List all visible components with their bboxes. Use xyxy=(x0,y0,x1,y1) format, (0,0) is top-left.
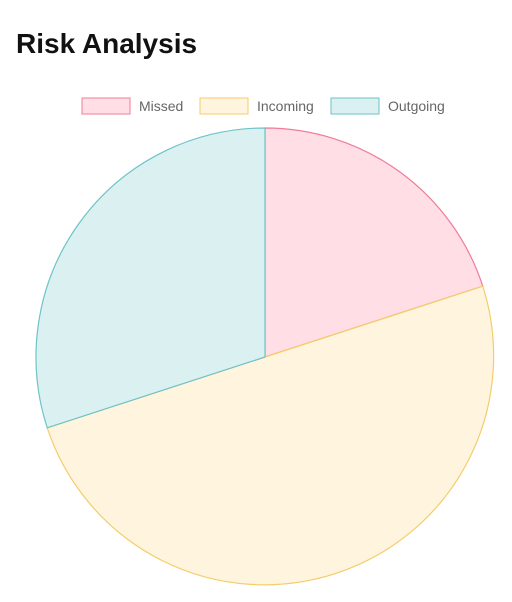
legend-item-incoming[interactable]: Incoming xyxy=(199,97,314,115)
pie-slices xyxy=(35,127,495,586)
legend-label-incoming: Incoming xyxy=(257,98,314,114)
legend-label-missed: Missed xyxy=(139,98,183,114)
legend-swatch-outgoing xyxy=(330,97,380,115)
pie-slice-incoming[interactable] xyxy=(46,285,495,586)
legend-item-missed[interactable]: Missed xyxy=(81,97,183,115)
page-title: Risk Analysis xyxy=(16,28,198,59)
legend-label-outgoing: Outgoing xyxy=(388,98,445,114)
chart-legend: Missed Incoming Outgoing xyxy=(81,97,445,115)
pie-slice-missed[interactable] xyxy=(264,127,484,358)
legend-swatch-incoming xyxy=(199,97,249,115)
legend-item-outgoing[interactable]: Outgoing xyxy=(330,97,445,115)
pie-slice-outgoing[interactable] xyxy=(35,127,266,429)
legend-swatch-missed xyxy=(81,97,131,115)
